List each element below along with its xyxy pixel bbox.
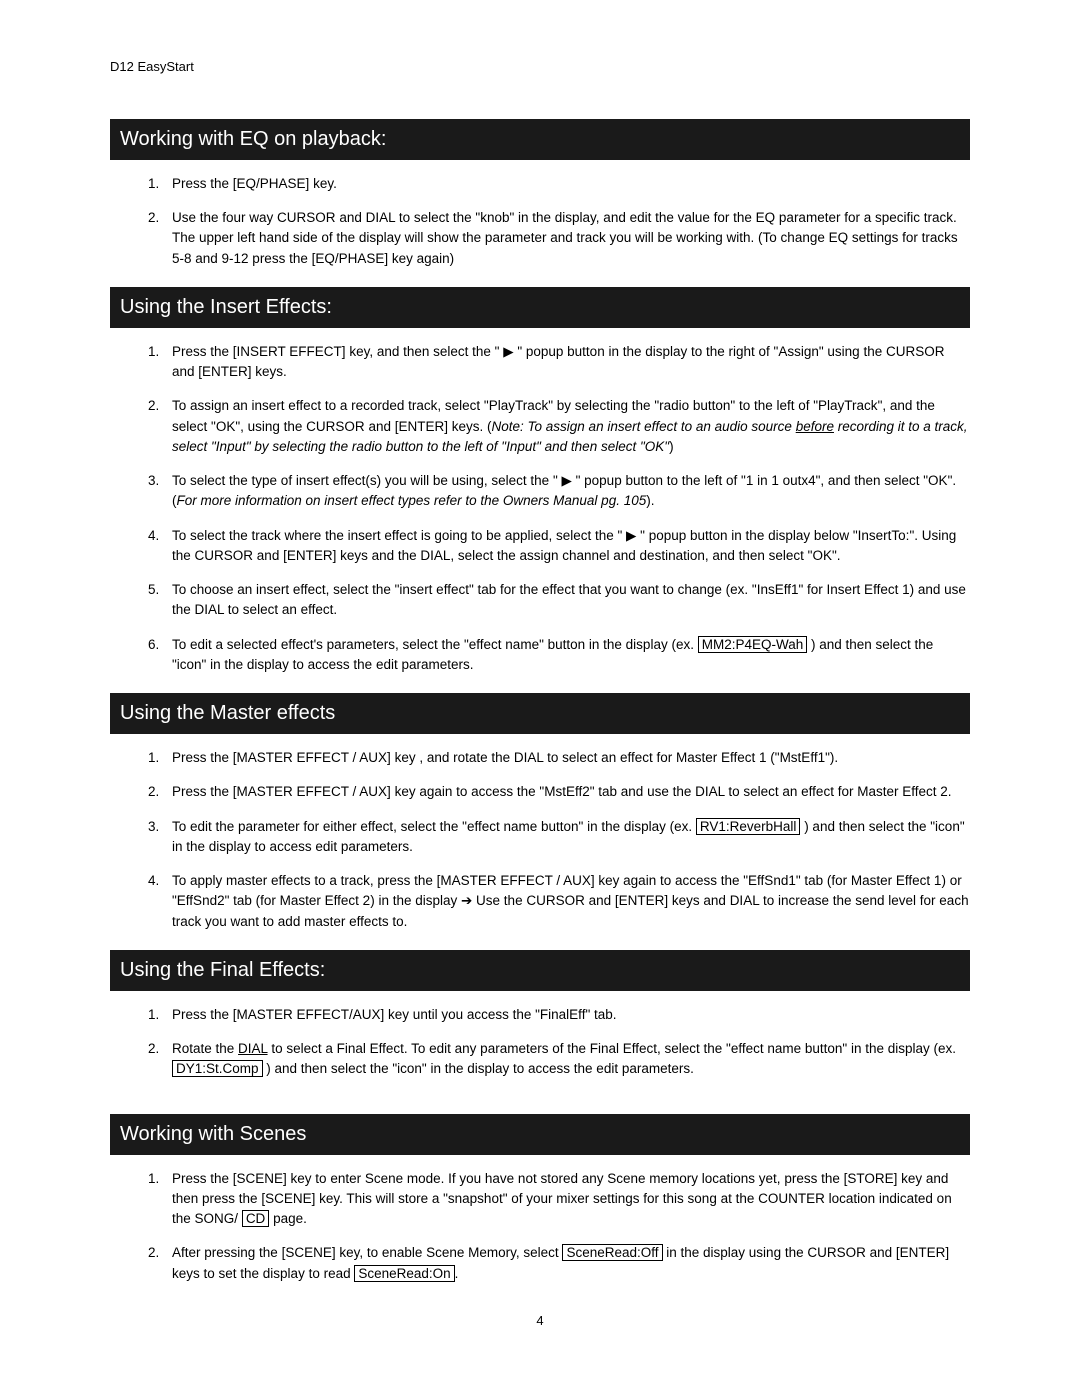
boxed-label: RV1:ReverbHall [696,818,801,835]
list-item: Press the [INSERT EFFECT] key, and then … [148,342,970,383]
list-item: To choose an insert effect, select the "… [148,580,970,621]
list-item: Use the four way CURSOR and DIAL to sele… [148,208,970,269]
list-item: Press the [MASTER EFFECT / AUX] key agai… [148,782,970,802]
list-final-effects: Press the [MASTER EFFECT/AUX] key until … [110,1005,970,1080]
list-eq-playback: Press the [EQ/PHASE] key. Use the four w… [110,174,970,269]
boxed-label: DY1:St.Comp [172,1060,263,1077]
section-title-final-effects: Using the Final Effects: [110,950,970,991]
section-title-insert-effects: Using the Insert Effects: [110,287,970,328]
list-item: To edit the parameter for either effect,… [148,817,970,858]
list-item: To select the track where the insert eff… [148,526,970,567]
section-title-eq-playback: Working with EQ on playback: [110,119,970,160]
list-item: After pressing the [SCENE] key, to enabl… [148,1243,970,1284]
list-scenes: Press the [SCENE] key to enter Scene mod… [110,1169,970,1284]
list-item: To apply master effects to a track, pres… [148,871,970,932]
list-item: Press the [SCENE] key to enter Scene mod… [148,1169,970,1230]
list-item: Rotate the DIAL to select a Final Effect… [148,1039,970,1080]
boxed-label: SceneRead:Off [562,1244,662,1261]
list-item: Press the [MASTER EFFECT / AUX] key , an… [148,748,970,768]
document-header: D12 EasyStart [110,58,970,77]
boxed-label: SceneRead:On [354,1265,454,1282]
list-master-effects: Press the [MASTER EFFECT / AUX] key , an… [110,748,970,932]
list-insert-effects: Press the [INSERT EFFECT] key, and then … [110,342,970,675]
page-number: 4 [110,1312,970,1331]
list-item: To assign an insert effect to a recorded… [148,396,970,457]
list-item: Press the [EQ/PHASE] key. [148,174,970,194]
list-item: To edit a selected effect's parameters, … [148,635,970,676]
boxed-label: CD [242,1210,270,1227]
section-title-master-effects: Using the Master effects [110,693,970,734]
list-item: To select the type of insert effect(s) y… [148,471,970,512]
boxed-label: MM2:P4EQ-Wah [698,636,808,653]
list-item: Press the [MASTER EFFECT/AUX] key until … [148,1005,970,1025]
section-title-scenes: Working with Scenes [110,1114,970,1155]
